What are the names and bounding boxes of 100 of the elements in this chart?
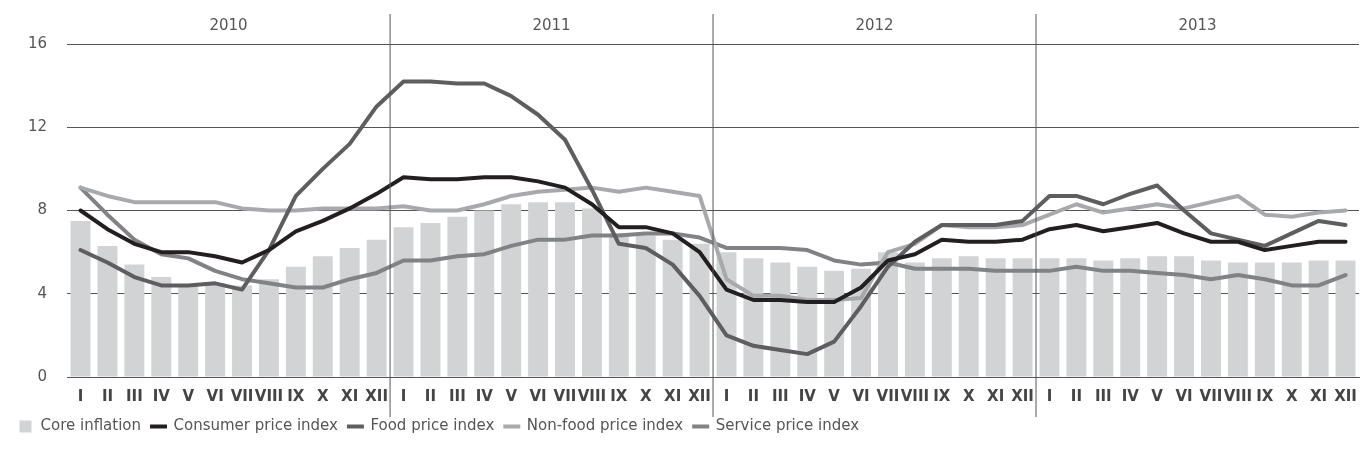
x-tick-label: VII <box>230 386 254 405</box>
x-tick-label: V <box>828 386 841 405</box>
y-tick-label: 0 <box>37 366 48 385</box>
bar <box>555 202 575 377</box>
x-tick-label: V <box>1151 386 1164 405</box>
bar <box>97 245 118 377</box>
bar <box>1335 260 1356 377</box>
legend-label: Non-food price index <box>526 416 684 435</box>
bar <box>205 283 226 377</box>
x-tick-label: XII <box>365 386 388 405</box>
x-tick-label: I <box>723 386 730 405</box>
x-tick-label: VII <box>553 386 577 405</box>
x-tick-label: VII <box>1199 386 1223 405</box>
x-tick-label: VI <box>852 386 870 405</box>
x-tick-label: VII <box>876 386 900 405</box>
bar <box>1093 260 1114 377</box>
text: 2010 <box>209 15 248 34</box>
x-tick-label: VI <box>206 386 224 405</box>
bar <box>366 239 387 377</box>
bar <box>904 262 925 377</box>
x-tick-label: V <box>182 386 195 405</box>
x-tick-label: I <box>77 386 84 405</box>
bar <box>124 264 145 377</box>
bar <box>1012 258 1033 377</box>
bar <box>501 204 522 377</box>
bar <box>958 256 979 377</box>
bar <box>70 220 91 377</box>
x-tick-label: I <box>1046 386 1053 405</box>
bar <box>985 258 1006 377</box>
bar <box>931 258 952 377</box>
x-tick-label: X <box>1285 386 1298 405</box>
x-tick-label: II <box>101 386 114 405</box>
bar <box>1254 262 1275 377</box>
x-tick-label: IX <box>287 386 305 405</box>
bar <box>1227 262 1248 377</box>
y-tick-label: 16 <box>27 33 48 52</box>
bar <box>1147 256 1168 377</box>
x-tick-label: IV <box>1121 386 1140 405</box>
bar <box>1201 260 1221 377</box>
x-tick-label: XI <box>664 386 682 405</box>
bar <box>393 227 414 377</box>
bar <box>151 277 172 377</box>
bar <box>474 210 495 377</box>
x-tick-label: X <box>639 386 652 405</box>
x-tick-label: II <box>424 386 437 405</box>
text: 2011 <box>532 15 571 34</box>
x-tick-label: VIII <box>577 386 607 405</box>
bar <box>447 216 468 377</box>
legend-label: Consumer price index <box>173 416 339 435</box>
x-tick-label: XI <box>987 386 1005 405</box>
x-tick-label: IV <box>152 386 171 405</box>
text: 2012 <box>855 15 894 34</box>
bar <box>258 279 279 377</box>
bar <box>232 285 253 377</box>
bar <box>312 256 333 377</box>
y-tick-label: 4 <box>37 283 48 302</box>
bar <box>1039 258 1060 377</box>
x-tick-label: IX <box>610 386 628 405</box>
bar <box>1308 260 1329 377</box>
bar <box>178 285 199 377</box>
x-tick-label: XII <box>1011 386 1034 405</box>
bar <box>1174 256 1195 377</box>
bar <box>1281 262 1302 377</box>
x-tick-label: XII <box>1334 386 1357 405</box>
x-tick-label: VIII <box>1223 386 1253 405</box>
bar <box>662 239 683 377</box>
x-tick-label: VI <box>1175 386 1193 405</box>
x-tick-label: VIII <box>254 386 284 405</box>
bar <box>528 202 549 377</box>
legend-label: Core inflation <box>40 416 142 435</box>
text: 2013 <box>1178 15 1217 34</box>
legend-label: Food price index <box>370 416 495 435</box>
x-tick-label: XI <box>341 386 359 405</box>
bar <box>285 266 306 377</box>
x-tick-label: V <box>505 386 518 405</box>
x-tick-label: IV <box>798 386 817 405</box>
x-tick-label: IV <box>475 386 494 405</box>
x-tick-label: III <box>771 386 789 405</box>
y-tick-label: 8 <box>37 200 48 219</box>
bar <box>635 235 656 377</box>
x-tick-label: X <box>962 386 975 405</box>
x-tick-label: II <box>747 386 759 405</box>
bar <box>339 247 360 377</box>
bar <box>1066 258 1087 377</box>
y-tick-label: 12 <box>27 117 48 136</box>
x-tick-label: III <box>448 386 466 405</box>
bar <box>689 243 710 377</box>
x-tick-label: XI <box>1310 386 1328 405</box>
bar <box>1120 258 1141 377</box>
legend-label: Service price index <box>715 416 860 435</box>
x-tick-label: VIII <box>900 386 930 405</box>
bar <box>420 222 441 377</box>
x-tick-label: I <box>400 386 407 405</box>
bar <box>581 208 602 377</box>
x-tick-label: II <box>1070 386 1082 405</box>
x-tick-label: XII <box>688 386 711 405</box>
x-tick-label: IX <box>1256 386 1274 405</box>
x-tick-label: X <box>316 386 329 405</box>
x-tick-label: IX <box>933 386 951 405</box>
x-tick-label: VI <box>529 386 547 405</box>
